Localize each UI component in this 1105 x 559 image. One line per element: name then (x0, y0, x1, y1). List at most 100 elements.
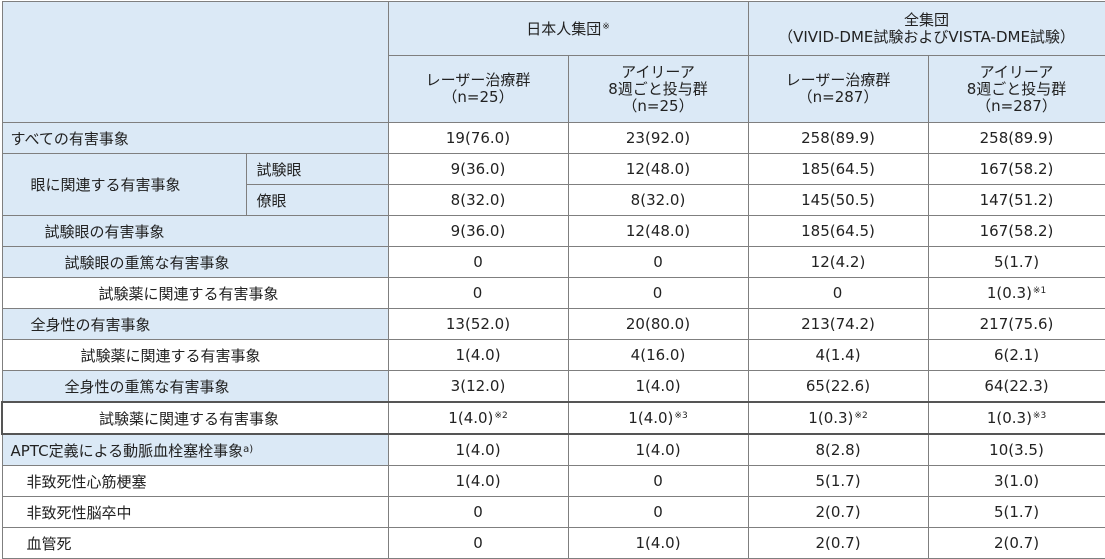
cell-value: 4(16.0) (630, 346, 686, 364)
table-cell: 20(80.0) (567, 308, 749, 340)
column-header-line: （n=287） (797, 88, 879, 106)
table-cell: 12(48.0) (567, 153, 749, 185)
cell-value: 1(4.0) (635, 377, 681, 395)
table-cell: 19(76.0) (387, 122, 569, 154)
cell-value: 0 (472, 284, 483, 302)
table-row: 試験眼の有害事象 9(36.0) 12(48.0) 185(64.5) 167(… (1, 215, 1105, 247)
table-cell: 167(58.2) (927, 153, 1105, 185)
table-row: 僚眼 8(32.0) 8(32.0) 145(50.5) 147(51.2) (2, 184, 1105, 216)
footnote-mark: ※3 (1032, 411, 1047, 421)
table-cell: 2(0.7) (747, 527, 929, 559)
header-row-groups: 日本人集団※ 全集団 （VIVID-DME試験およびVISTA-DME試験） (1, 1, 1105, 123)
cell-value: 1(4.0) (628, 409, 674, 427)
cell-value: 167(58.2) (979, 222, 1054, 240)
table-row: すべての有害事象 19(76.0) 23(92.0) 258(89.9) 258… (1, 122, 1105, 154)
cell-value: 1(4.0) (455, 346, 501, 364)
table-cell: 167(58.2) (927, 215, 1105, 247)
table-cell: 3(1.0) (927, 465, 1105, 497)
table-row: 試験眼の重篤な有害事象 0 0 12(4.2) 5(1.7) (1, 246, 1105, 278)
cell-value: 0 (832, 284, 843, 302)
cell-value: 12(48.0) (625, 222, 691, 240)
table-cell: 2(0.7) (747, 496, 929, 528)
column-header-line: （n=287） (976, 96, 1057, 115)
table-cell: 13(52.0) (387, 308, 569, 340)
row-label: すべての有害事象 (1, 122, 389, 154)
row-label: 試験薬に関連する有害事象 (1, 339, 389, 371)
cell-value: 213(74.2) (801, 315, 875, 333)
table-cell: 0 (387, 246, 569, 278)
cell-value: 2(0.7) (993, 534, 1040, 552)
table-cell: 0 (567, 246, 749, 278)
table-cell: 6(2.1) (927, 339, 1105, 371)
cell-value: 167(58.2) (979, 160, 1054, 178)
cell-value: 1(0.3) (808, 409, 854, 427)
column-header-line: 8週ごと投与群 (966, 79, 1067, 98)
cell-value: 258(89.9) (979, 129, 1054, 147)
table-row: 全身性の重篤な有害事象 3(12.0) 1(4.0) 65(22.6) 64(2… (1, 370, 1105, 403)
table-row: APTC定義による動脈血栓塞栓事象a) 1(4.0) 1(4.0) 8(2.8)… (1, 433, 1105, 466)
table-cell: 1(4.0) (387, 339, 569, 371)
footnote-mark: ※1 (1032, 286, 1047, 296)
table-cell: 213(74.2) (747, 308, 929, 340)
group-all-label: 全集団 (904, 10, 950, 29)
footnote-mark: ※2 (494, 411, 508, 421)
column-header-line: アイリーア (979, 62, 1054, 81)
footnote-mark: ※3 (674, 411, 688, 421)
cell-value: 0 (653, 472, 663, 490)
cell-value: 2(0.7) (815, 534, 861, 552)
cell-value: 9(36.0) (450, 160, 506, 178)
table-cell: 23(92.0) (567, 122, 749, 154)
table-cell: 258(89.9) (747, 122, 929, 154)
table-row: 試験薬に関連する有害事象 0 0 0 1(0.3)※1 (1, 277, 1105, 309)
table-cell: 0 (387, 277, 569, 309)
table-cell: 1(4.0)※3 (567, 401, 749, 435)
cell-value: 20(80.0) (625, 315, 691, 333)
row-label: 全身性の有害事象 (1, 308, 389, 340)
table-cell: 8(2.8) (747, 433, 929, 466)
row-label-text: APTC定義による動脈血栓塞栓事象 (10, 441, 244, 460)
table-row: 非致死性心筋梗塞 1(4.0) 0 5(1.7) 3(1.0) (1, 465, 1105, 497)
cell-value: 12(48.0) (625, 160, 691, 178)
cell-value: 3(12.0) (450, 377, 506, 395)
row-label: 眼に関連する有害事象 (1, 153, 247, 216)
table-cell: 1(4.0)※2 (387, 401, 569, 435)
cell-value: 1(4.0) (455, 472, 501, 490)
table-cell: 1(0.3)※2 (747, 401, 929, 435)
cell-value: 145(50.5) (801, 191, 875, 209)
cell-value: 0 (653, 253, 663, 271)
cell-value: 0 (473, 503, 483, 521)
table-cell: 4(16.0) (567, 339, 749, 371)
cell-value: 12(4.2) (810, 253, 866, 271)
table-cell: 3(12.0) (387, 370, 569, 403)
cell-value: 8(32.0) (630, 191, 686, 209)
table-cell: 185(64.5) (747, 215, 929, 247)
table-cell: 0 (387, 496, 569, 528)
cell-value: 1(4.0) (448, 409, 494, 427)
column-header-jp-laser: レーザー治療群 （n=25） (387, 55, 569, 123)
column-header-line: レーザー治療群 (785, 71, 891, 89)
table-cell: 8(32.0) (387, 184, 569, 216)
table-cell: 1(4.0) (567, 433, 749, 466)
table-cell: 1(4.0) (387, 433, 569, 466)
row-sublabel: 試験眼 (245, 153, 389, 185)
table-cell: 217(75.6) (927, 308, 1105, 340)
table-cell: 5(1.7) (927, 496, 1105, 528)
table-cell: 1(4.0) (567, 370, 749, 403)
column-header-line: レーザー治療群 (425, 71, 531, 89)
footnote-mark: ※2 (854, 411, 868, 421)
cell-value: 185(64.5) (801, 222, 875, 240)
column-header-all-eylea: アイリーア 8週ごと投与群 （n=287） (927, 55, 1105, 123)
column-header-line: （n=25） (442, 88, 514, 106)
cell-value: 258(89.9) (801, 129, 875, 147)
cell-value: 2(0.7) (815, 503, 861, 521)
group-japanese-mark: ※ (602, 22, 610, 32)
cell-value: 9(36.0) (450, 222, 506, 240)
cell-value: 1(4.0) (455, 441, 501, 459)
table-cell: 1(0.3)※1 (927, 277, 1105, 309)
table-row: 試験薬に関連する有害事象 1(4.0) 4(16.0) 4(1.4) 6(2.1… (1, 339, 1105, 371)
cell-value: 1(0.3) (986, 409, 1032, 427)
cell-value: 0 (653, 503, 663, 521)
cell-value: 19(76.0) (445, 129, 511, 147)
cell-value: 8(2.8) (815, 441, 861, 459)
